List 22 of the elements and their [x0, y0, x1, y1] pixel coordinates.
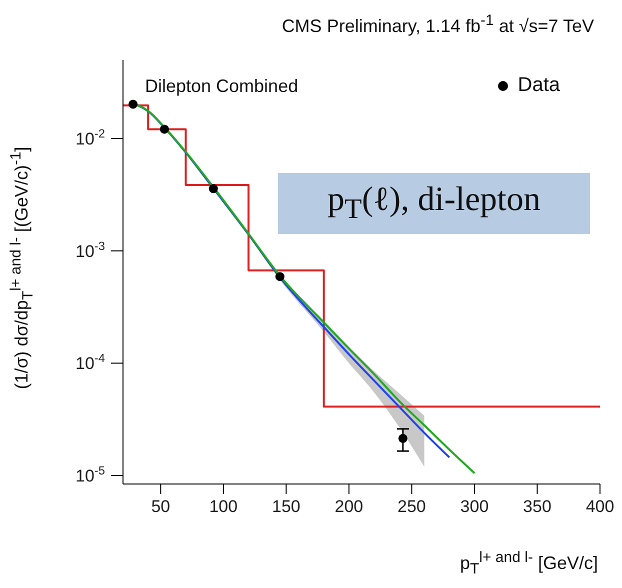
chart-title: CMS Preliminary, 1.14 fb$^{-1}$ at √s=7 TeV: [282, 12, 594, 37]
x-tick-label: 50: [151, 497, 170, 516]
x-tick-label: 100: [209, 497, 238, 516]
x-axis-title: p$_{T}$$^{l+ and l-}$ [GeV/c]: [460, 549, 598, 578]
annotation: Dilepton Combined: [145, 76, 298, 97]
point: [160, 124, 169, 134]
y-tick-label: 10$^{-3}$: [76, 238, 106, 261]
y-tick-label: 10$^{-2}$: [76, 126, 106, 149]
y-tick-label: 10$^{-5}$: [76, 463, 106, 486]
x-tick-label: 400: [586, 497, 614, 516]
point: [208, 184, 218, 194]
annotation: p$_{T}$(ℓ), di-lepton: [278, 173, 590, 234]
point: [398, 434, 408, 443]
point: [128, 100, 138, 109]
x-tick-label: 350: [523, 497, 552, 516]
x-tick-label: 300: [460, 497, 489, 516]
x-tick-label: 150: [272, 497, 300, 516]
x-tick-label: 200: [334, 497, 364, 516]
x-tick-label: 250: [398, 497, 426, 516]
y-tick-label: 10$^{-4}$: [76, 351, 106, 374]
point: [275, 272, 284, 282]
legend-label: Data: [518, 74, 560, 97]
